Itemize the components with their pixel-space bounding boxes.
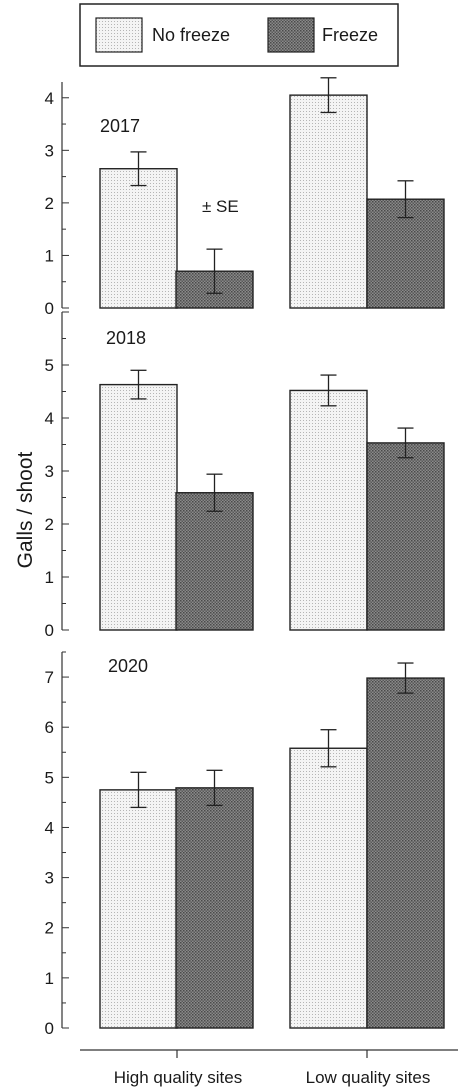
bar-2020-high-freeze	[175, 787, 254, 1029]
category-label-high: High quality sites	[114, 1068, 243, 1087]
legend-swatch-no-freeze	[95, 17, 143, 53]
error-bar-2017-low-no-freeze	[320, 77, 337, 114]
y-tick-label-2018: 3	[45, 462, 54, 481]
error-bar-2017-high-no-freeze	[130, 151, 147, 187]
bar-2018-high-no-freeze	[99, 383, 178, 631]
error-bar-2018-high-freeze	[206, 473, 223, 512]
bar-2020-high-no-freeze	[99, 789, 178, 1029]
y-axis-label: Galls / shoot	[14, 451, 37, 568]
y-tick-label-2018: 4	[45, 409, 54, 428]
bar-2020-low-freeze	[366, 677, 445, 1029]
error-bar-2017-high-freeze	[206, 248, 223, 294]
y-tick-label-2017: 2	[45, 194, 54, 213]
error-bar-note: ± SE	[202, 197, 239, 216]
bar-2018-high-freeze	[175, 492, 254, 631]
bar-2018-low-freeze	[366, 442, 445, 631]
y-tick-label-2020: 2	[45, 919, 54, 938]
y-tick-label-2020: 5	[45, 768, 54, 787]
y-tick-label-2020: 7	[45, 668, 54, 687]
y-tick-label-2018: 2	[45, 515, 54, 534]
error-bar-2018-low-no-freeze	[320, 374, 337, 407]
panel-year-label-2020: 2020	[108, 656, 148, 676]
y-tick-label-2018: 5	[45, 356, 54, 375]
error-bar-2020-low-freeze	[397, 662, 414, 694]
x-axis: High quality sites Low quality sites	[80, 1049, 458, 1087]
panel-2020: 0 1 2 3 4 5 6 7 2020	[45, 651, 445, 1038]
category-label-low: Low quality sites	[306, 1068, 431, 1087]
legend-label-freeze: Freeze	[322, 25, 378, 45]
panel-2017: 0 1 2 3 4 2017 ± SE	[45, 77, 445, 318]
y-tick-label-2018: 0	[45, 621, 54, 640]
legend: No freeze Freeze	[79, 3, 399, 67]
legend-swatch-freeze	[267, 17, 315, 53]
error-bar-2018-high-no-freeze	[130, 369, 147, 400]
y-tick-label-2018: 1	[45, 568, 54, 587]
bar-2017-low-no-freeze	[289, 94, 368, 309]
error-bar-2020-high-freeze	[206, 769, 223, 807]
panel-2018: 0 1 2 3 4 5 2018	[45, 311, 445, 640]
y-tick-label-2017: 1	[45, 246, 54, 265]
y-tick-label-2017: 4	[45, 89, 54, 108]
bar-2020-low-no-freeze	[289, 747, 368, 1029]
y-tick-label-2020: 6	[45, 718, 54, 737]
panel-year-label-2017: 2017	[100, 116, 140, 136]
error-bar-2020-low-no-freeze	[320, 729, 337, 768]
bar-2017-high-no-freeze	[99, 168, 178, 309]
y-tick-label-2017: 0	[45, 299, 54, 318]
panel-year-label-2018: 2018	[106, 328, 146, 348]
legend-label-no-freeze: No freeze	[152, 25, 230, 45]
y-tick-label-2020: 4	[45, 818, 54, 837]
y-tick-label-2017: 3	[45, 141, 54, 160]
error-bar-2017-low-freeze	[397, 180, 414, 219]
y-tick-label-2020: 0	[45, 1019, 54, 1038]
y-tick-label-2020: 3	[45, 869, 54, 888]
bar-2018-low-no-freeze	[289, 389, 368, 631]
error-bar-2018-low-freeze	[397, 427, 414, 459]
error-bar-2020-high-no-freeze	[130, 771, 147, 809]
y-tick-label-2020: 1	[45, 969, 54, 988]
